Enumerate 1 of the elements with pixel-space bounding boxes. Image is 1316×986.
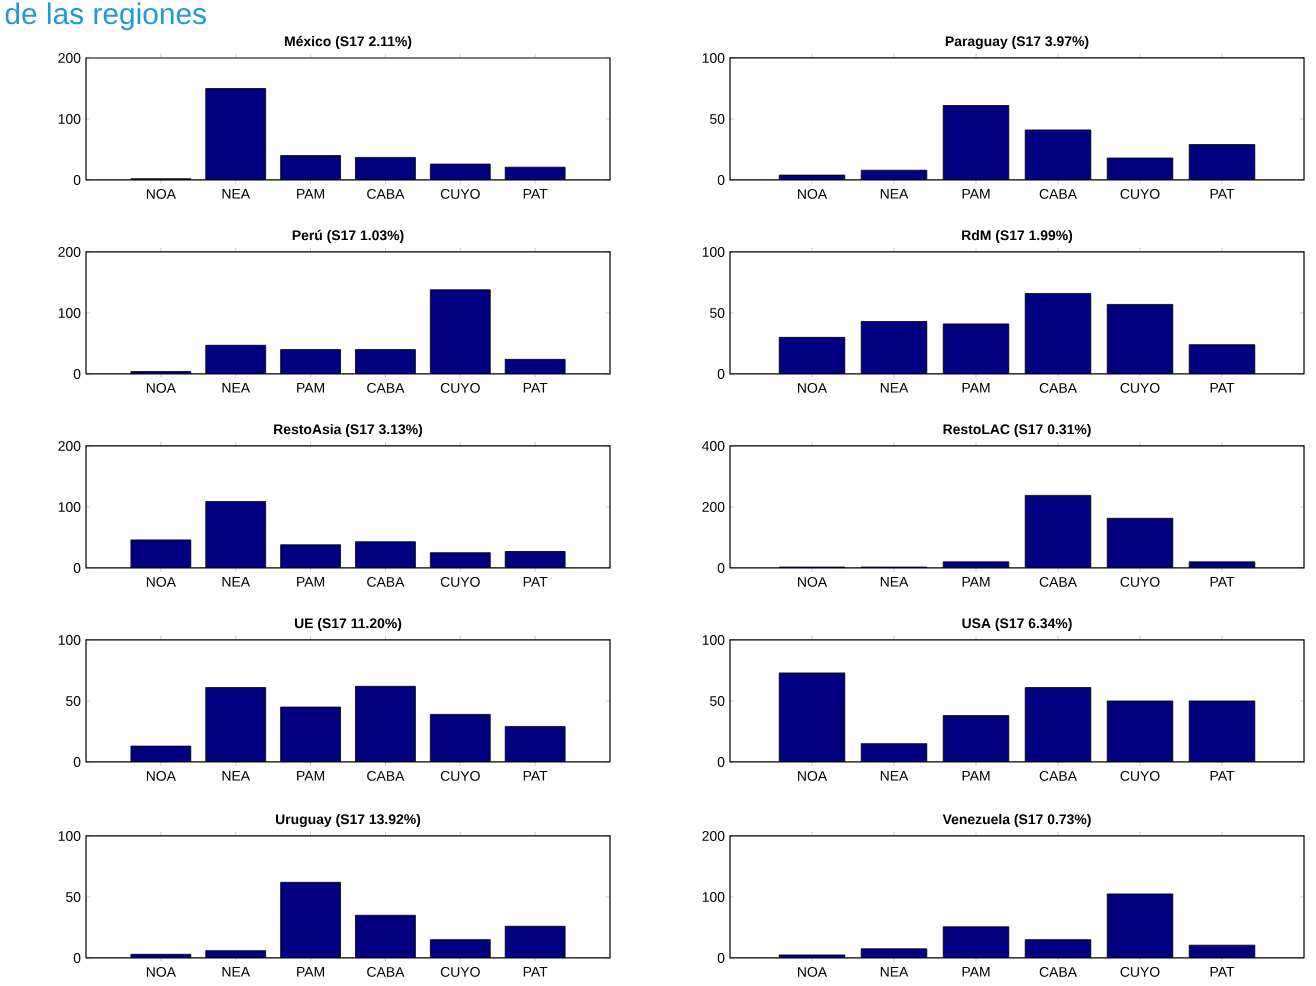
text: de las regiones xyxy=(5,2,206,31)
